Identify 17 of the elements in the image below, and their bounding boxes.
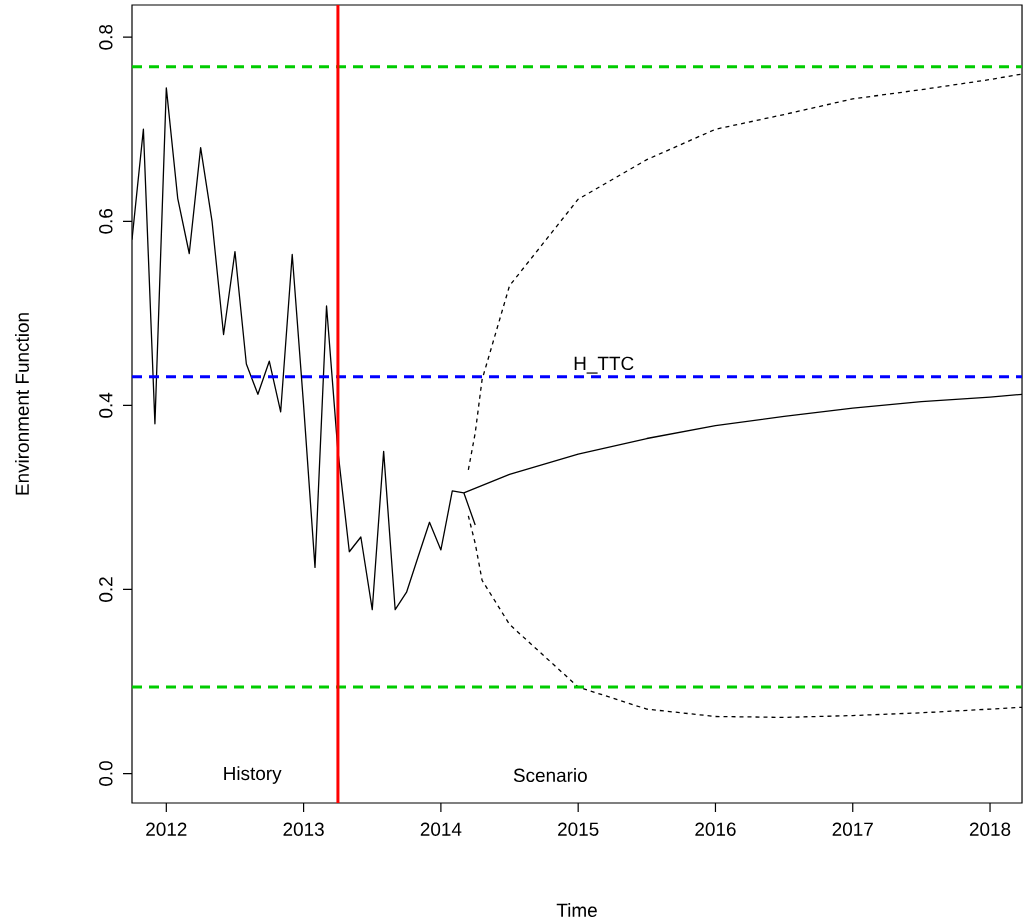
y-tick-label: 0.8	[99, 24, 113, 50]
annotation: Scenario	[513, 768, 587, 783]
x-tick-label: 2012	[146, 822, 187, 836]
ref-line-label: H_TTC	[574, 356, 634, 374]
annotation: History	[224, 766, 282, 784]
x-tick-label: 2013	[283, 822, 324, 836]
y-tick-label: 0.0	[99, 761, 113, 786]
x-tick-label: 2015	[558, 822, 599, 836]
x-tick-label: 2014	[420, 822, 462, 836]
y-tick-label: 0.4	[99, 392, 113, 418]
y-tick-label: 0.2	[99, 577, 113, 602]
y-tick-label: 0.6	[99, 208, 113, 234]
x-tick-label: 2018	[969, 822, 1011, 836]
x-tick-label: 2017	[832, 822, 873, 836]
y-axis-title: Environment Function	[15, 313, 29, 495]
x-tick-label: 2016	[695, 822, 736, 836]
x-axis-title: Time	[556, 903, 597, 917]
